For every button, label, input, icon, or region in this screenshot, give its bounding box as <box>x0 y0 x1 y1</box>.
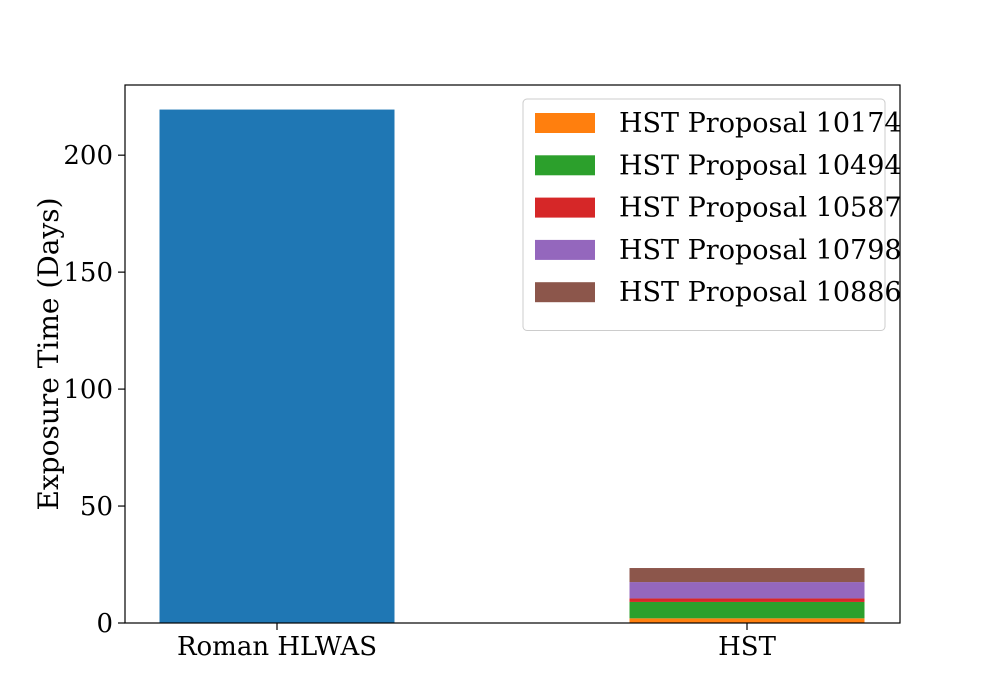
y-tick-label: 0 <box>96 609 113 639</box>
bar-hst-proposal-10886 <box>629 568 865 583</box>
x-axis: Roman HLWAS HST <box>177 623 777 662</box>
legend-swatch <box>535 239 595 260</box>
bar-roman-hlwas <box>159 109 395 624</box>
y-tick-label: 50 <box>80 492 113 522</box>
legend-swatch <box>535 197 595 218</box>
legend-label: HST Proposal 10587 <box>619 193 902 224</box>
bar-hst-proposal-10174 <box>629 618 865 623</box>
legend-label: HST Proposal 10494 <box>619 150 902 181</box>
bar-hst-proposal-10494 <box>629 601 865 619</box>
bar-hst-proposal-10587 <box>629 598 865 602</box>
y-tick-label: 100 <box>63 375 113 405</box>
bar-hst-proposal-10798 <box>629 582 865 599</box>
legend-label: HST Proposal 10174 <box>619 108 902 139</box>
legend: HST Proposal 10174 HST Proposal 10494 HST … <box>522 98 902 331</box>
y-tick-label: 150 <box>63 258 113 288</box>
bars-layer <box>159 109 865 624</box>
plot-frame <box>124 84 901 624</box>
legend-swatch <box>535 155 595 176</box>
y-axis: 0 50 100 150 200 <box>63 141 125 639</box>
x-tick-label: HST <box>718 632 776 662</box>
legend-swatch <box>535 113 595 133</box>
y-tick-label: 200 <box>63 141 113 171</box>
legend-frame <box>522 98 886 331</box>
legend-label: HST Proposal 10886 <box>619 277 902 308</box>
y-axis-title: Exposure Time (Days) <box>32 197 65 510</box>
legend-swatch <box>535 282 595 303</box>
x-tick-label: Roman HLWAS <box>177 632 377 662</box>
legend-label: HST Proposal 10798 <box>619 235 902 266</box>
